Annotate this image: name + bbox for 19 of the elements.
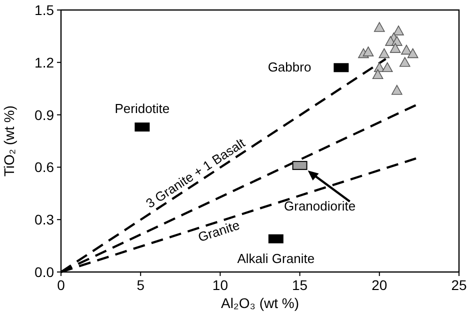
x-tick-label: 25 [451,277,467,293]
x-tick-label: 0 [57,277,66,293]
annotation: Peridotite [114,101,170,116]
y-tick-label: 0.0 [34,264,54,280]
x-tick-label: 20 [372,277,388,293]
y-tick-label: 0.6 [34,159,54,176]
x-tick-label: 5 [136,277,145,293]
y-tick-label: 1.5 [34,2,54,18]
annotation: Granite [196,217,242,245]
x-axis-title: Al₂O₃ (wt %) [220,295,300,311]
y-tick-label: 1.2 [34,54,54,70]
x-tick-label: 15 [292,277,308,293]
annotation: Gabbro [268,60,312,75]
y-tick-label: 0.3 [34,212,54,228]
annotation: Alkali Granite [237,250,315,266]
x-tick-label: 10 [212,277,228,293]
y-axis-title: TiO₂ (wt %) [1,105,17,177]
y-tick-label: 0.9 [34,106,54,123]
annotation: Granodiorite [284,198,356,214]
